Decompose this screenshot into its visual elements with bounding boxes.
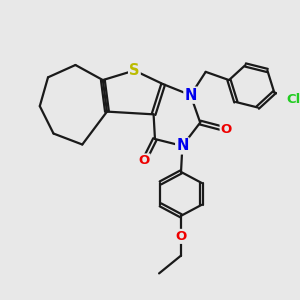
Text: S: S — [129, 63, 140, 78]
Text: Cl: Cl — [286, 93, 300, 106]
Text: N: N — [176, 138, 189, 153]
Text: N: N — [184, 88, 197, 103]
Text: O: O — [176, 230, 187, 243]
Text: O: O — [220, 123, 232, 136]
Text: O: O — [138, 154, 150, 167]
